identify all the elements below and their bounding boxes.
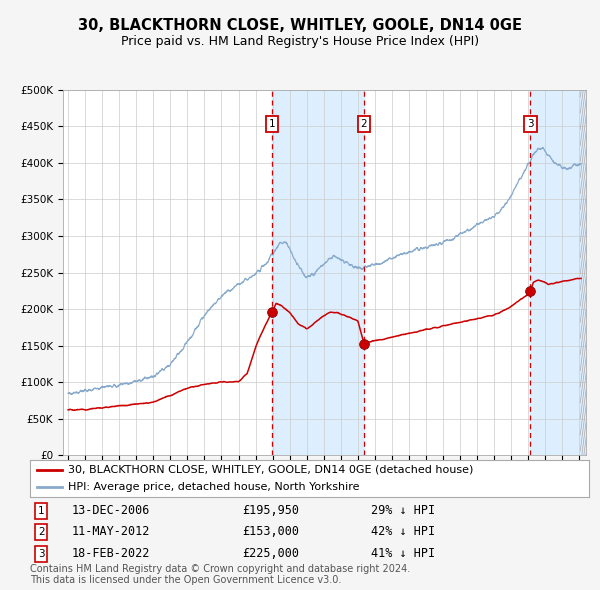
Text: £195,950: £195,950 [242, 504, 299, 517]
Text: 1: 1 [38, 506, 44, 516]
Text: 3: 3 [38, 549, 44, 559]
Text: 1: 1 [269, 119, 275, 129]
Bar [530, 90, 586, 455]
Text: £153,000: £153,000 [242, 526, 299, 539]
Text: 18-FEB-2022: 18-FEB-2022 [72, 547, 151, 560]
Text: 42% ↓ HPI: 42% ↓ HPI [371, 526, 435, 539]
Text: Contains HM Land Registry data © Crown copyright and database right 2024.: Contains HM Land Registry data © Crown c… [30, 564, 410, 574]
Text: 11-MAY-2012: 11-MAY-2012 [72, 526, 151, 539]
Text: 3: 3 [527, 119, 533, 129]
Text: £225,000: £225,000 [242, 547, 299, 560]
Text: 2: 2 [361, 119, 367, 129]
Text: HPI: Average price, detached house, North Yorkshire: HPI: Average price, detached house, Nort… [68, 482, 359, 492]
Bar [272, 90, 364, 455]
Text: 30, BLACKTHORN CLOSE, WHITLEY, GOOLE, DN14 0GE (detached house): 30, BLACKTHORN CLOSE, WHITLEY, GOOLE, DN… [68, 465, 473, 475]
Text: This data is licensed under the Open Government Licence v3.0.: This data is licensed under the Open Gov… [30, 575, 341, 585]
Text: 41% ↓ HPI: 41% ↓ HPI [371, 547, 435, 560]
Text: 30, BLACKTHORN CLOSE, WHITLEY, GOOLE, DN14 0GE: 30, BLACKTHORN CLOSE, WHITLEY, GOOLE, DN… [78, 18, 522, 34]
Text: 13-DEC-2006: 13-DEC-2006 [72, 504, 151, 517]
Text: Price paid vs. HM Land Registry's House Price Index (HPI): Price paid vs. HM Land Registry's House … [121, 35, 479, 48]
Text: 29% ↓ HPI: 29% ↓ HPI [371, 504, 435, 517]
Text: 2: 2 [38, 527, 44, 537]
